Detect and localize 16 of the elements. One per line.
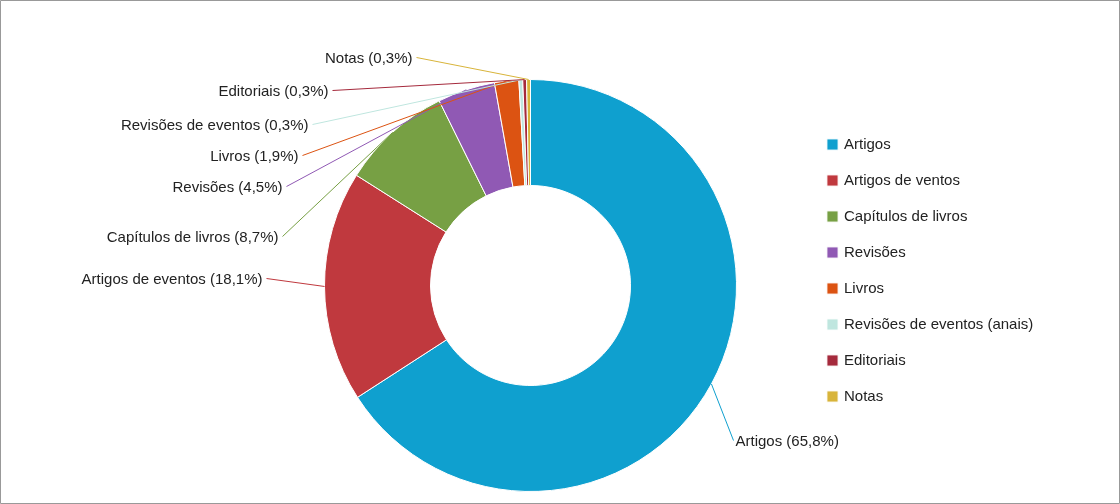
data-label: Notas (0,3%): [324, 49, 413, 66]
data-label: Livros (1,9%): [210, 147, 299, 164]
legend-label: Livros: [844, 279, 885, 296]
data-label: Capítulos de livros (8,7%): [106, 228, 279, 245]
legend-label: Artigos: [844, 135, 891, 152]
legend-label: Capítulos de livros: [844, 207, 968, 224]
legend-label: Artigos de ventos: [844, 171, 960, 188]
data-label: Editoriais (0,3%): [218, 82, 329, 99]
data-label: Artigos de eventos (18,1%): [81, 270, 263, 287]
legend-label: Editoriais: [844, 351, 906, 368]
data-label: Revisões (4,5%): [172, 178, 283, 195]
legend-label: Notas: [844, 387, 884, 404]
data-label: Revisões de eventos (0,3%): [120, 116, 309, 133]
legend-label: Revisões: [844, 243, 906, 260]
data-label: Artigos (65,8%): [735, 432, 839, 449]
legend-label: Revisões de eventos (anais): [844, 315, 1034, 332]
